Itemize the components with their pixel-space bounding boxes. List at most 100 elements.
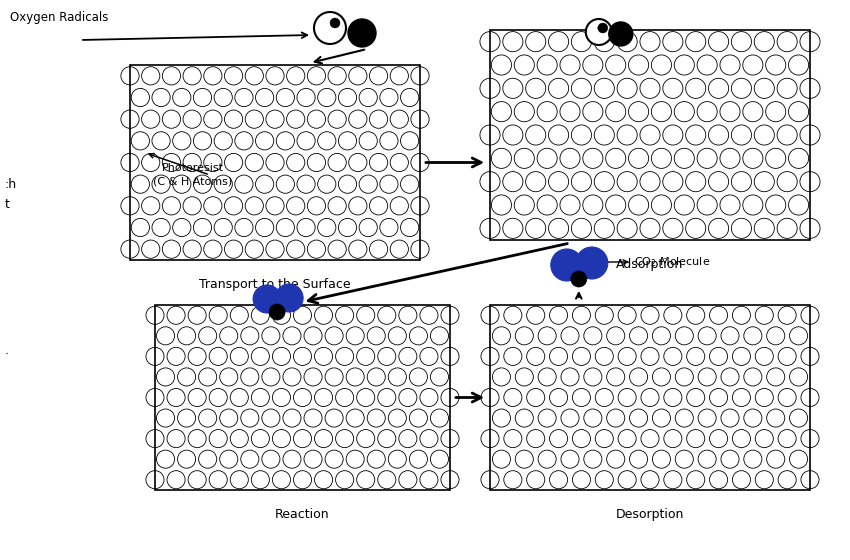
Circle shape (607, 368, 625, 386)
Circle shape (357, 470, 375, 489)
Circle shape (653, 368, 671, 386)
Circle shape (304, 327, 322, 345)
Circle shape (664, 347, 682, 366)
Circle shape (204, 197, 222, 215)
Circle shape (492, 409, 511, 427)
Circle shape (538, 409, 556, 427)
Circle shape (377, 430, 396, 447)
Circle shape (709, 31, 728, 52)
Circle shape (687, 430, 705, 447)
Circle shape (420, 347, 438, 366)
Bar (490, 30, 810, 240)
Circle shape (744, 327, 762, 345)
Circle shape (630, 327, 648, 345)
Circle shape (607, 409, 625, 427)
Circle shape (491, 148, 512, 169)
Circle shape (525, 171, 546, 192)
Circle shape (286, 67, 305, 85)
Circle shape (525, 78, 546, 99)
Circle shape (411, 67, 429, 85)
Circle shape (674, 101, 694, 122)
Circle shape (121, 153, 139, 171)
Circle shape (628, 148, 649, 169)
Circle shape (720, 101, 740, 122)
Circle shape (390, 67, 408, 85)
Circle shape (370, 197, 388, 215)
Circle shape (595, 389, 614, 407)
Circle shape (304, 409, 322, 427)
Circle shape (607, 450, 625, 468)
Circle shape (789, 55, 808, 75)
Circle shape (789, 195, 808, 215)
Circle shape (731, 31, 751, 52)
Circle shape (388, 368, 406, 386)
Circle shape (550, 389, 568, 407)
Circle shape (199, 368, 217, 386)
Circle shape (560, 195, 580, 215)
Circle shape (245, 110, 264, 128)
Circle shape (754, 125, 774, 145)
Circle shape (800, 218, 820, 239)
Circle shape (583, 101, 603, 122)
Circle shape (336, 470, 354, 489)
Circle shape (262, 450, 280, 468)
Circle shape (641, 470, 659, 489)
Circle shape (709, 125, 728, 145)
Text: .: . (5, 343, 9, 357)
Circle shape (194, 175, 212, 193)
Circle shape (743, 148, 763, 169)
Circle shape (640, 125, 660, 145)
Circle shape (188, 430, 207, 447)
Circle shape (503, 218, 523, 239)
Circle shape (420, 389, 438, 407)
Circle shape (514, 195, 535, 215)
Circle shape (640, 218, 660, 239)
Circle shape (338, 218, 357, 237)
Circle shape (318, 88, 336, 106)
Circle shape (152, 132, 170, 150)
Circle shape (571, 271, 586, 287)
Circle shape (162, 240, 180, 258)
Circle shape (346, 327, 364, 345)
Circle shape (167, 470, 185, 489)
Circle shape (430, 327, 449, 345)
Circle shape (411, 240, 429, 258)
Circle shape (687, 470, 705, 489)
Circle shape (618, 470, 636, 489)
Circle shape (256, 218, 274, 237)
Circle shape (252, 389, 269, 407)
Circle shape (173, 175, 191, 193)
Circle shape (548, 171, 569, 192)
Circle shape (641, 306, 659, 324)
Circle shape (283, 368, 301, 386)
Circle shape (778, 347, 796, 366)
Circle shape (663, 125, 683, 145)
Circle shape (595, 306, 614, 324)
Circle shape (550, 470, 568, 489)
Circle shape (721, 368, 739, 386)
Text: Oxygen Radicals: Oxygen Radicals (10, 12, 109, 25)
Circle shape (777, 78, 797, 99)
Circle shape (121, 110, 139, 128)
Circle shape (441, 389, 459, 407)
Circle shape (503, 31, 523, 52)
Circle shape (314, 12, 346, 44)
Circle shape (653, 327, 671, 345)
Circle shape (214, 132, 232, 150)
Circle shape (272, 430, 291, 447)
Circle shape (390, 240, 408, 258)
Circle shape (733, 347, 751, 366)
Text: t: t (5, 198, 10, 212)
Circle shape (162, 197, 180, 215)
Circle shape (664, 389, 682, 407)
Circle shape (400, 132, 419, 150)
Circle shape (697, 148, 717, 169)
Circle shape (686, 125, 706, 145)
Circle shape (370, 240, 388, 258)
Circle shape (325, 450, 343, 468)
Circle shape (131, 132, 150, 150)
Circle shape (146, 470, 164, 489)
Circle shape (156, 327, 174, 345)
Circle shape (527, 306, 545, 324)
Circle shape (224, 240, 243, 258)
